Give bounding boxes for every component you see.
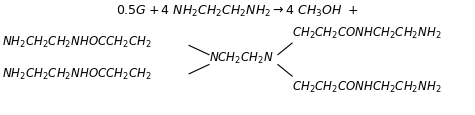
Text: $NH_2CH_2CH_2NHOCCH_2CH_2$: $NH_2CH_2CH_2NHOCCH_2CH_2$ <box>2 35 152 50</box>
Text: $NH_2CH_2CH_2NHOCCH_2CH_2$: $NH_2CH_2CH_2NHOCCH_2CH_2$ <box>2 66 152 81</box>
Text: $CH_2CH_2CONHCH_2CH_2NH_2$: $CH_2CH_2CONHCH_2CH_2NH_2$ <box>292 79 442 94</box>
Text: $0.5G+4\ NH_2CH_2CH_2NH_2\rightarrow 4\ CH_3OH\ +$: $0.5G+4\ NH_2CH_2CH_2NH_2\rightarrow 4\ … <box>116 4 359 19</box>
Text: $NCH_2CH_2N$: $NCH_2CH_2N$ <box>209 50 274 65</box>
Text: $CH_2CH_2CONHCH_2CH_2NH_2$: $CH_2CH_2CONHCH_2CH_2NH_2$ <box>292 25 442 40</box>
